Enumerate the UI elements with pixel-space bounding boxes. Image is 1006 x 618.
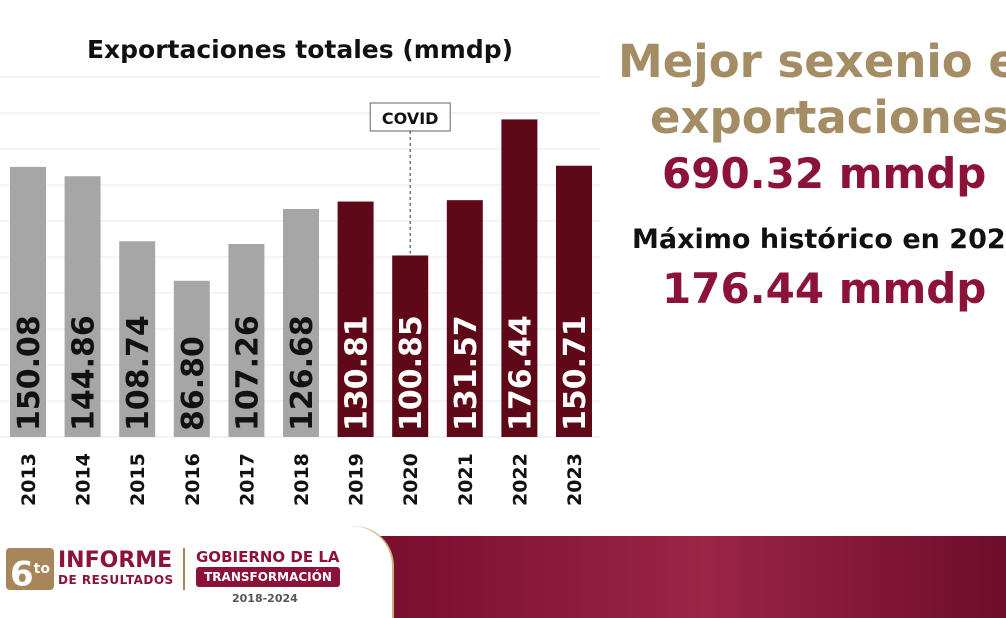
footer-banner: 6to INFORME DE RESULTADOS GOBIERNO DE LA… — [0, 526, 1006, 618]
tick-label-2018: 2018 — [291, 453, 313, 506]
tick-label-2023: 2023 — [564, 453, 586, 506]
value-label-2014: 144.86 — [67, 315, 102, 431]
tick-label-2022: 2022 — [509, 453, 531, 506]
bar-2013 — [10, 166, 46, 437]
bar-2023 — [556, 165, 592, 438]
informe-title: INFORME — [58, 548, 173, 573]
annotation-text: COVID — [382, 109, 439, 128]
exports-bar-chart: Exportaciones totales (mmdp) 150.0820131… — [0, 35, 600, 506]
bar-2019 — [337, 201, 374, 437]
tick-label-2021: 2021 — [455, 453, 477, 506]
government-years: 2018-2024 — [232, 592, 298, 605]
record-label: Máximo histórico en 2022 — [632, 224, 1006, 255]
annotation-box — [369, 102, 451, 132]
bar-2016 — [173, 280, 210, 437]
tick-label-2017: 2017 — [236, 453, 258, 506]
tick-label-2015: 2015 — [127, 453, 149, 506]
tick-label-2014: 2014 — [73, 453, 95, 506]
tick-label-2016: 2016 — [182, 453, 204, 506]
informe-subtitle: DE RESULTADOS — [58, 573, 174, 587]
bar-2014 — [64, 176, 101, 437]
bar-2021 — [446, 200, 483, 437]
tick-label-2013: 2013 — [18, 453, 40, 506]
tick-label-2020: 2020 — [400, 453, 422, 506]
value-label-2013: 150.08 — [12, 315, 47, 431]
value-label-2021: 131.57 — [449, 315, 484, 431]
headline-line-2: exportaciones — [650, 91, 1006, 144]
chart-title: Exportaciones totales (mmdp) — [87, 35, 513, 64]
bar-2017 — [228, 243, 265, 437]
record-value: 176.44 mmdp — [662, 264, 987, 313]
badge-suffix: to — [33, 561, 50, 577]
footer-logo-card: 6to INFORME DE RESULTADOS GOBIERNO DE LA… — [0, 526, 392, 618]
value-label-2022: 176.44 — [503, 315, 538, 431]
covid-annotation: COVID — [369, 102, 451, 254]
value-label-2023: 150.71 — [558, 315, 593, 431]
value-label-2016: 86.80 — [176, 336, 211, 431]
badge-number: 6 — [10, 554, 34, 595]
value-label-2018: 126.68 — [285, 315, 320, 431]
value-label-2015: 108.74 — [121, 315, 156, 431]
bar-2022 — [501, 119, 538, 438]
value-label-2020: 100.85 — [394, 315, 429, 431]
logo-divider — [183, 548, 185, 590]
bar-2020 — [392, 255, 429, 437]
informe-number-badge: 6to — [6, 548, 54, 594]
headline-line-1: Mejor sexenio en — [618, 35, 1006, 88]
bars-group: 150.08 2013 144.86 2014 108.74 2015 86.80 2016 1… — [10, 119, 593, 506]
value-label-2019: 130.81 — [340, 315, 375, 431]
bar-2015 — [119, 241, 156, 437]
gobierno-label: GOBIERNO DE LA — [196, 548, 340, 566]
transformacion-label: TRANSFORMACIÓN — [196, 567, 340, 587]
sexenio-total-value: 690.32 mmdp — [662, 149, 987, 198]
tick-label-2019: 2019 — [346, 453, 368, 506]
value-label-2017: 107.26 — [230, 315, 265, 431]
bar-2018 — [283, 208, 319, 437]
